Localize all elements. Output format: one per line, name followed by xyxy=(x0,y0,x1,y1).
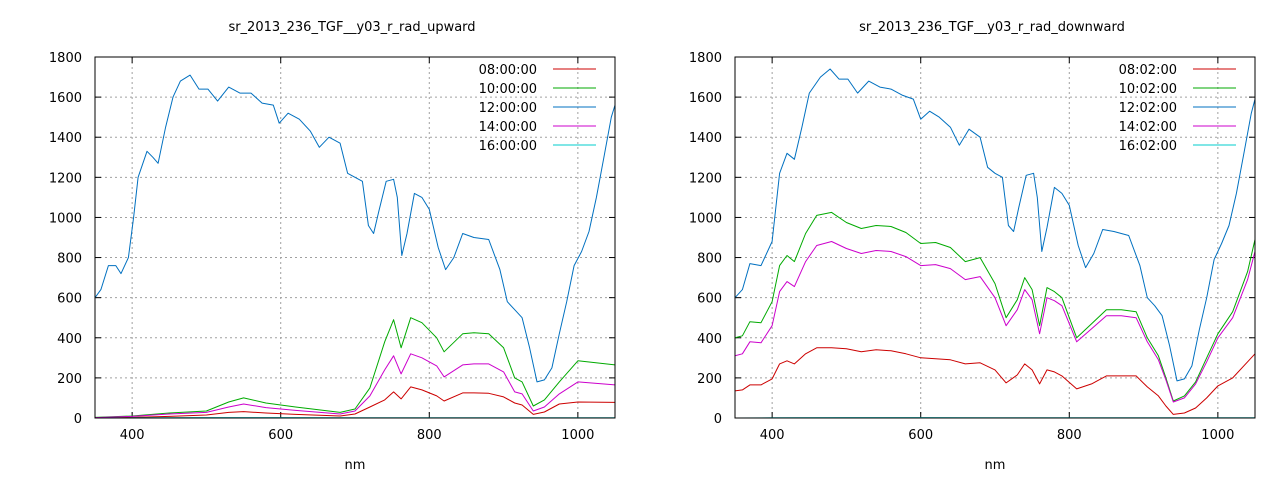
y-tick-label: 1600 xyxy=(49,91,82,106)
series-line-14-02-00 xyxy=(735,241,1255,403)
x-tick-label: 1000 xyxy=(561,428,594,443)
series-line-12-02-00 xyxy=(735,68,1255,382)
plot-frame xyxy=(94,56,616,419)
chart-title: sr_2013_236_TGF__y03_r_rad_upward xyxy=(228,20,475,35)
y-tick-label: 400 xyxy=(57,332,82,347)
x-tick-label: 600 xyxy=(268,428,293,443)
chart-title: sr_2013_236_TGF__y03_r_rad_downward xyxy=(859,20,1125,35)
x-tick-label: 800 xyxy=(1057,428,1082,443)
legend: 08:02:00 10:02:00 12:02:00 14:02:00 16:02:00 xyxy=(1119,63,1236,154)
legend-label: 12:00:00 xyxy=(479,101,537,116)
grid xyxy=(95,57,615,418)
y-tick-label: 1800 xyxy=(49,51,82,66)
y-tick-label: 1200 xyxy=(49,171,82,186)
y-tick-label: 200 xyxy=(697,372,722,387)
upward-chart: sr_2013_236_TGF__y03_r_rad_upward 400 600 8… xyxy=(49,20,616,473)
series-line-12-00-00 xyxy=(95,74,615,383)
legend-label: 16:02:00 xyxy=(1119,139,1177,154)
y-tick-label: 1400 xyxy=(49,131,82,146)
series-line-14-00-00 xyxy=(95,353,615,418)
upward-chart-panel: sr_2013_236_TGF__y03_r_rad_upward 400 600 8… xyxy=(49,20,616,473)
grid xyxy=(735,57,1255,418)
legend: 08:00:00 10:00:00 12:00:00 14:00:00 16:00:00 xyxy=(479,63,596,154)
legend-label: 12:02:00 xyxy=(1119,101,1177,116)
x-axis-label: nm xyxy=(985,458,1006,473)
y-tick-label: 1400 xyxy=(689,131,722,146)
plot-area xyxy=(735,68,1255,418)
y-tick-label: 400 xyxy=(697,332,722,347)
x-tick-label: 1000 xyxy=(1201,428,1234,443)
y-tick-label: 0 xyxy=(74,412,82,427)
legend-label: 14:02:00 xyxy=(1119,120,1177,135)
legend-label: 10:02:00 xyxy=(1119,82,1177,97)
y-tick-label: 1000 xyxy=(689,211,722,226)
plot-frame xyxy=(734,56,1256,419)
y-tick-label: 1600 xyxy=(689,91,722,106)
x-tick-label: 400 xyxy=(120,428,145,443)
series-line-08-00-00 xyxy=(95,386,615,418)
y-tick-label: 1800 xyxy=(689,51,722,66)
series-line-10-02-00 xyxy=(735,211,1255,402)
y-tick-label: 600 xyxy=(57,292,82,307)
y-tick-label: 800 xyxy=(57,252,82,267)
y-tick-label: 800 xyxy=(697,252,722,267)
x-tick-label: 600 xyxy=(908,428,933,443)
legend-label: 14:00:00 xyxy=(479,120,537,135)
y-tick-label: 600 xyxy=(697,292,722,307)
x-tick-label: 800 xyxy=(417,428,442,443)
y-tick-label: 1200 xyxy=(689,171,722,186)
downward-chart-panel: sr_2013_236_TGF__y03_r_rad_downward 400 60… xyxy=(640,0,1280,480)
legend-label: 08:02:00 xyxy=(1119,63,1177,78)
legend-label: 16:00:00 xyxy=(479,139,537,154)
y-tick-label: 1000 xyxy=(49,211,82,226)
series-line-08-02-00 xyxy=(735,347,1255,415)
legend-label: 08:00:00 xyxy=(479,63,537,78)
y-tick-label: 0 xyxy=(714,412,722,427)
downward-chart: sr_2013_236_TGF__y03_r_rad_downward 400 60… xyxy=(689,20,1256,473)
plot-area xyxy=(95,74,615,418)
y-tick-label: 200 xyxy=(57,372,82,387)
series-line-10-00-00 xyxy=(95,317,615,418)
legend-label: 10:00:00 xyxy=(479,82,537,97)
x-axis-label: nm xyxy=(345,458,366,473)
x-tick-label: 400 xyxy=(760,428,785,443)
